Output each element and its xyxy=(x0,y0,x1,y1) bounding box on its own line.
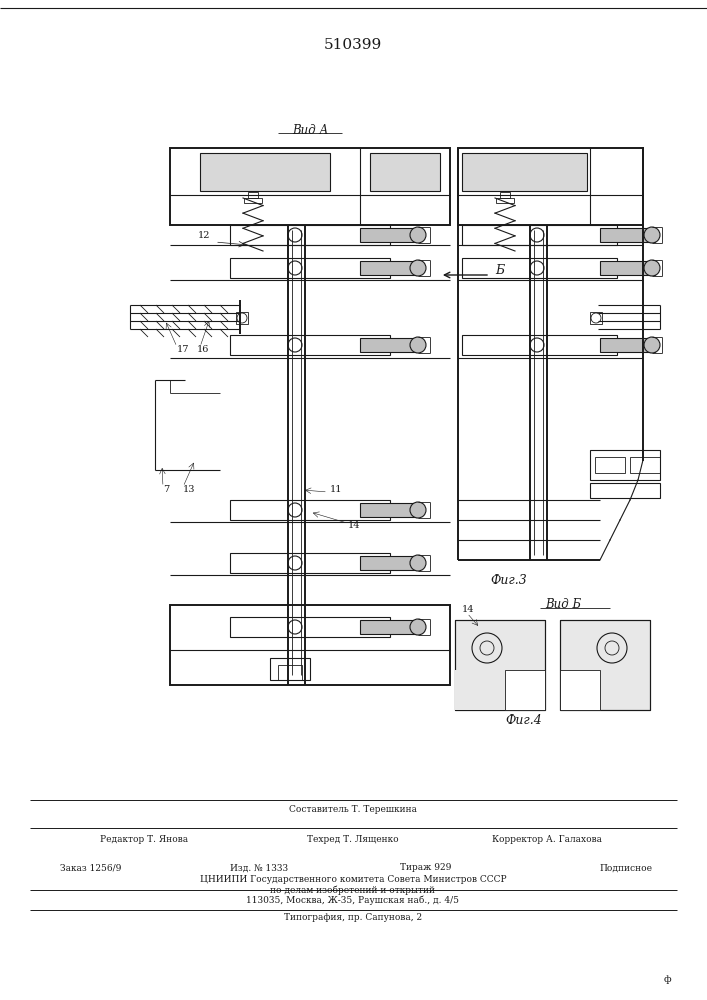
Bar xyxy=(360,503,420,517)
Text: Вид А: Вид А xyxy=(292,123,328,136)
Bar xyxy=(270,658,310,680)
Bar xyxy=(230,225,390,245)
Text: 14: 14 xyxy=(462,605,474,614)
Text: Редактор Т. Янова: Редактор Т. Янова xyxy=(100,836,188,844)
Bar xyxy=(230,617,390,637)
Circle shape xyxy=(644,337,660,353)
Text: Техред Т. Лященко: Техред Т. Лященко xyxy=(307,836,399,844)
Bar xyxy=(170,605,450,685)
Bar xyxy=(496,198,514,203)
Bar xyxy=(230,553,390,573)
Text: Корректор А. Галахова: Корректор А. Галахова xyxy=(492,836,602,844)
Circle shape xyxy=(410,337,426,353)
Text: Фиг.3: Фиг.3 xyxy=(490,574,527,586)
Text: по делам изобретений и открытий: по делам изобретений и открытий xyxy=(271,885,436,895)
Bar xyxy=(230,335,390,355)
Bar xyxy=(455,620,545,710)
Text: 7: 7 xyxy=(163,486,169,494)
Bar xyxy=(590,312,602,324)
Circle shape xyxy=(410,227,426,243)
Bar xyxy=(590,483,660,498)
Bar xyxy=(505,670,545,710)
Text: 16: 16 xyxy=(197,346,209,355)
Text: Изд. № 1333: Изд. № 1333 xyxy=(230,863,288,872)
Bar xyxy=(360,620,420,634)
Bar xyxy=(560,670,600,710)
Bar xyxy=(600,338,655,352)
Text: Заказ 1256/9: Заказ 1256/9 xyxy=(60,863,122,872)
Text: Тираж 929: Тираж 929 xyxy=(400,863,451,872)
Bar xyxy=(230,258,390,278)
Bar xyxy=(462,258,617,278)
Bar xyxy=(200,153,330,191)
Bar xyxy=(458,148,643,225)
Bar xyxy=(360,338,420,352)
Circle shape xyxy=(644,260,660,276)
Bar xyxy=(600,228,655,242)
Text: 510399: 510399 xyxy=(324,38,382,52)
Text: 11: 11 xyxy=(330,486,342,494)
Text: Типография, пр. Сапунова, 2: Типография, пр. Сапунова, 2 xyxy=(284,914,422,922)
Bar xyxy=(455,670,505,710)
Bar xyxy=(560,620,650,710)
Bar xyxy=(462,335,617,355)
Bar xyxy=(236,312,248,324)
Bar xyxy=(278,665,302,680)
Text: Подписное: Подписное xyxy=(599,863,652,872)
Bar xyxy=(600,261,655,275)
Text: Б: Б xyxy=(495,263,504,276)
Bar xyxy=(360,228,420,242)
Bar xyxy=(230,500,390,520)
Bar xyxy=(560,620,650,710)
Bar xyxy=(248,192,258,198)
Bar xyxy=(170,148,450,225)
Bar xyxy=(630,457,660,473)
Bar xyxy=(595,457,625,473)
Text: Фиг.4: Фиг.4 xyxy=(505,714,542,726)
Circle shape xyxy=(410,619,426,635)
Bar xyxy=(590,450,660,480)
Bar xyxy=(462,225,617,245)
Text: 13: 13 xyxy=(183,486,196,494)
Text: 113035, Москва, Ж-35, Раушская наб., д. 4/5: 113035, Москва, Ж-35, Раушская наб., д. … xyxy=(247,895,460,905)
Circle shape xyxy=(410,502,426,518)
Text: ЦНИИПИ Государственного комитета Совета Министров СССР: ЦНИИПИ Государственного комитета Совета … xyxy=(199,876,506,884)
Text: Составитель Т. Терешкина: Составитель Т. Терешкина xyxy=(289,806,417,814)
Text: 14: 14 xyxy=(348,520,361,530)
Bar xyxy=(244,198,262,203)
Text: ф: ф xyxy=(663,976,671,984)
Text: 17: 17 xyxy=(177,346,189,355)
Circle shape xyxy=(410,555,426,571)
Bar xyxy=(462,153,587,191)
Circle shape xyxy=(644,227,660,243)
Bar xyxy=(360,261,420,275)
Text: 12: 12 xyxy=(198,231,211,239)
Bar xyxy=(455,620,545,710)
Bar xyxy=(360,556,420,570)
Circle shape xyxy=(410,260,426,276)
Bar xyxy=(370,153,440,191)
Text: Вид Б: Вид Б xyxy=(545,598,581,611)
Bar xyxy=(500,192,510,198)
